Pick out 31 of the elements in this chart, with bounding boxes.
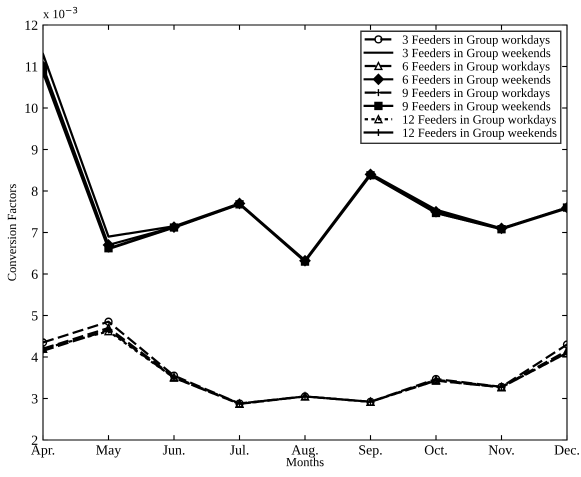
y-tick-label: 12 [25, 20, 38, 30]
y-tick-label: 10 [25, 104, 38, 113]
x-tick-label: May [96, 445, 122, 458]
legend-label: 9 Feeders in Group weekends [402, 102, 550, 113]
y-tick-label: 7 [32, 228, 38, 238]
y-tick-label: 4 [31, 352, 38, 362]
legend-label: 12 Feeders in Group workdays [403, 114, 556, 126]
y-tick-label: 2 [32, 436, 38, 445]
y-tick-label: 9 [32, 145, 38, 154]
x-tick-label: Apr. [30, 445, 54, 458]
text: x 10$^{−3}$ [43, 6, 78, 18]
x-tick-label: Jun. [162, 445, 184, 455]
legend-label: 3 Feeders in Group workdays [402, 35, 550, 46]
y-tick-label: 8 [32, 186, 38, 196]
y-tick-label: 6 [32, 270, 38, 279]
y-tick-label: 11 [26, 62, 38, 72]
legend-label: 12 Feeders in Group weekends [403, 128, 557, 140]
legend-label: 9 Feeders in Group workdays [402, 88, 550, 100]
legend-label: 6 Feeders in Group workdays [402, 62, 550, 74]
x-tick-label: Oct. [424, 445, 447, 455]
x-axis-title: Months [286, 457, 324, 466]
y-tick-label: 5 [32, 311, 38, 320]
y-tick-label: 3 [32, 394, 38, 404]
x-tick-label: Aug. [291, 445, 318, 458]
x-tick-label: Jul. [230, 444, 248, 455]
legend-label: 6 Feeders in Group weekends [402, 75, 550, 86]
x-tick-label: Sep. [359, 445, 382, 458]
y-axis-title: Conversion Factors [8, 184, 16, 281]
x-tick-label: Dec. [554, 445, 579, 455]
x-tick-label: Nov. [488, 445, 514, 455]
legend-label: 3 Feeders in Group weekends [402, 48, 550, 60]
